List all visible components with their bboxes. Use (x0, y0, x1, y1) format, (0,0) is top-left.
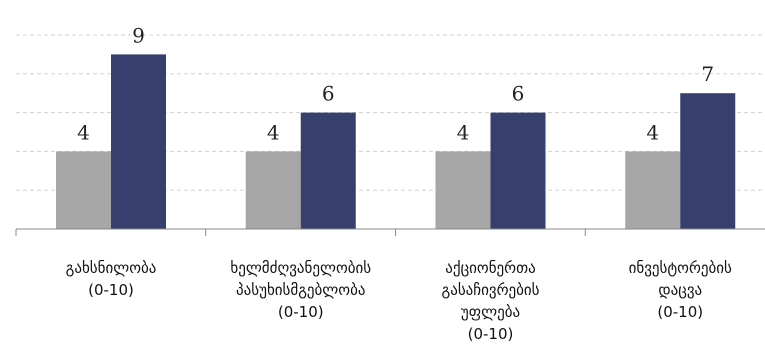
bar-series-1-cat-2 (245, 151, 301, 229)
x-tick-label-line: (0-10) (657, 303, 704, 321)
bar-series-1-cat-4 (625, 151, 681, 229)
x-tick-label: ხელმძღვანელობის პასუხისმგებლობა (0-10) (211, 257, 391, 323)
x-tick-label: ინვესტორების დაცვა (0-10) (590, 257, 765, 323)
x-tick-label-line: გასაჩივრების (441, 281, 540, 299)
x-tick-label: გახსნილობა (0-10) (21, 257, 201, 301)
x-tick-label-line: პასუხისმგებლობა (236, 281, 366, 299)
bar-series-2-cat-4 (680, 93, 736, 229)
x-tick-label-line: ინვესტორების (628, 259, 732, 277)
x-axis (15, 228, 765, 236)
data-label: 6 (512, 82, 525, 106)
data-label: 4 (267, 120, 280, 144)
x-tick-label: აქციონერთა გასაჩივრების უფლება (0-10) (401, 257, 581, 345)
bar-series-1-cat-3 (435, 151, 491, 229)
bars (56, 54, 736, 230)
x-tick-label-line: (0-10) (277, 303, 324, 321)
x-tick-label-line: დაცვა (658, 281, 703, 299)
x-tick-label-line: აქციონერთა (445, 259, 536, 277)
data-label: 9 (132, 23, 145, 47)
bar-series-2-cat-1 (111, 54, 166, 230)
data-label: 4 (77, 120, 90, 144)
bar-series-1-cat-1 (56, 151, 111, 229)
x-tick-label-line: (0-10) (88, 281, 134, 299)
data-labels: 4 4 4 4 9 6 6 7 (77, 23, 714, 144)
x-tick-label-line: (0-10) (467, 325, 514, 343)
data-label: 4 (457, 120, 470, 144)
data-label: 7 (701, 62, 714, 86)
data-label: 4 (646, 120, 659, 144)
x-tick-label-line: ხელმძღვანელობის (230, 259, 372, 277)
x-tick-label-line: უფლება (460, 303, 521, 321)
bar-series-2-cat-3 (490, 112, 546, 229)
x-tick-label-line: გახსნილობა (65, 259, 157, 277)
bar-series-2-cat-2 (300, 112, 356, 229)
data-label: 6 (322, 82, 335, 106)
